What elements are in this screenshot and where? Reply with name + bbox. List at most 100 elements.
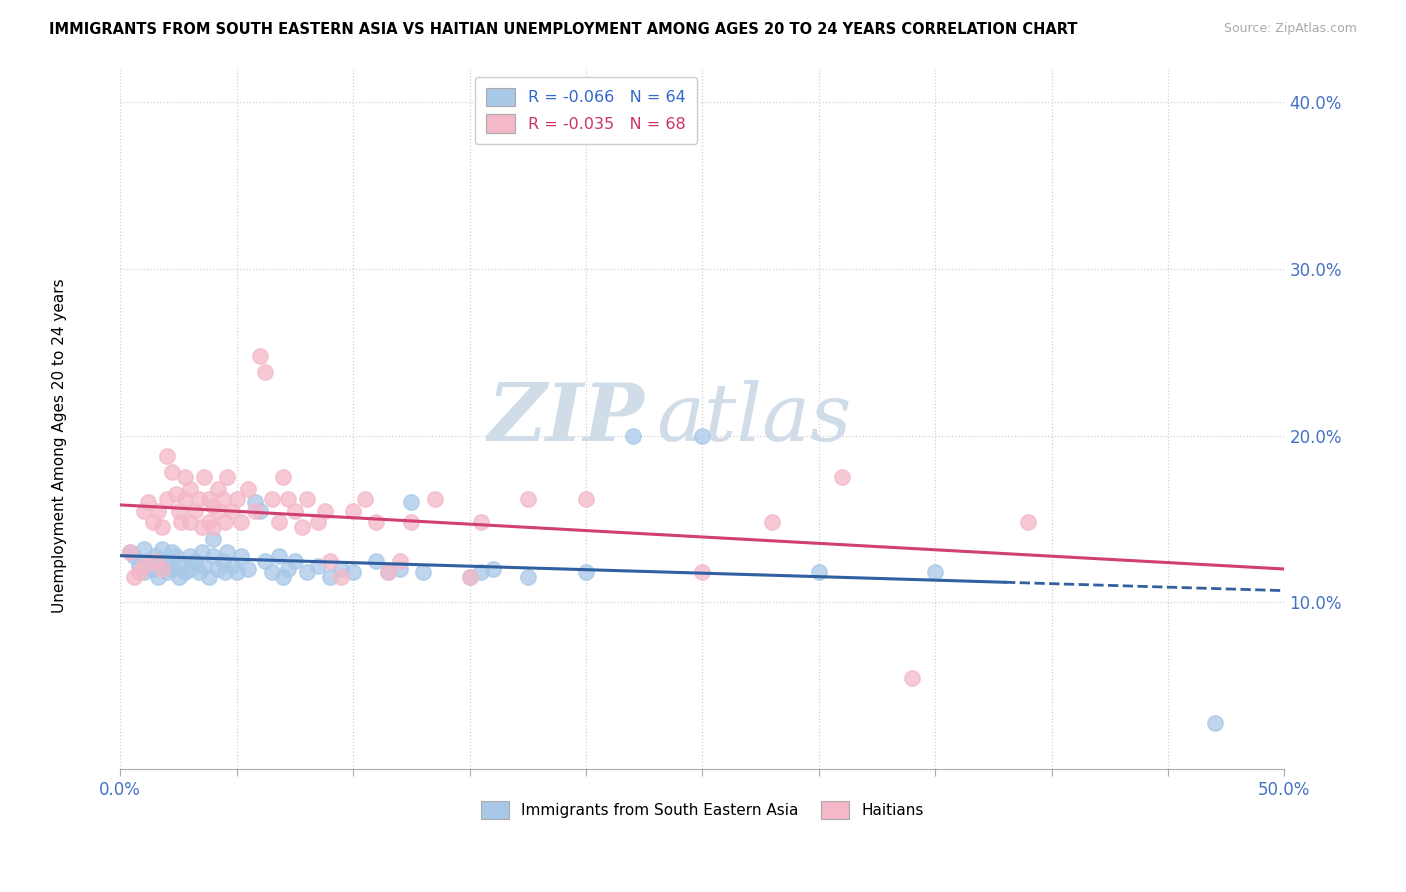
Point bbox=[231, 516, 253, 530]
Point bbox=[225, 566, 247, 580]
Point bbox=[249, 504, 271, 518]
Text: IMMIGRANTS FROM SOUTH EASTERN ASIA VS HAITIAN UNEMPLOYMENT AMONG AGES 20 TO 24 Y: IMMIGRANTS FROM SOUTH EASTERN ASIA VS HA… bbox=[49, 22, 1078, 37]
Point bbox=[314, 504, 336, 518]
Point bbox=[217, 470, 239, 484]
Point bbox=[132, 566, 155, 580]
Point bbox=[516, 491, 538, 506]
Point bbox=[621, 428, 644, 442]
Point bbox=[575, 566, 598, 580]
Point bbox=[202, 549, 225, 563]
Point bbox=[267, 549, 290, 563]
Point bbox=[165, 487, 187, 501]
Point bbox=[150, 520, 173, 534]
Point bbox=[156, 449, 179, 463]
Point bbox=[692, 566, 714, 580]
Point bbox=[146, 504, 169, 518]
Point bbox=[245, 504, 267, 518]
Point bbox=[207, 504, 229, 518]
Point bbox=[761, 516, 783, 530]
Point bbox=[271, 570, 294, 584]
Point bbox=[179, 516, 201, 530]
Point bbox=[831, 470, 853, 484]
Point bbox=[260, 566, 283, 580]
Point bbox=[179, 562, 201, 576]
Point bbox=[150, 542, 173, 557]
Text: Source: ZipAtlas.com: Source: ZipAtlas.com bbox=[1223, 22, 1357, 36]
Point bbox=[284, 554, 307, 568]
Point bbox=[118, 545, 141, 559]
Point bbox=[118, 545, 141, 559]
Point bbox=[401, 495, 423, 509]
Point bbox=[136, 495, 159, 509]
Point bbox=[271, 470, 294, 484]
Point bbox=[167, 570, 190, 584]
Point bbox=[366, 554, 388, 568]
Point bbox=[291, 520, 314, 534]
Point bbox=[249, 349, 271, 363]
Point bbox=[132, 542, 155, 557]
Point bbox=[366, 516, 388, 530]
Point bbox=[458, 570, 481, 584]
Point bbox=[277, 491, 299, 506]
Point bbox=[143, 554, 166, 568]
Point bbox=[388, 554, 411, 568]
Point bbox=[482, 562, 505, 576]
Point bbox=[901, 671, 924, 685]
Point bbox=[401, 516, 423, 530]
Point bbox=[692, 428, 714, 442]
Point bbox=[191, 520, 214, 534]
Point bbox=[458, 570, 481, 584]
Point bbox=[267, 516, 290, 530]
Point bbox=[470, 566, 492, 580]
Point bbox=[160, 545, 183, 559]
Point bbox=[807, 566, 830, 580]
Point bbox=[136, 554, 159, 568]
Point bbox=[128, 566, 150, 580]
Point bbox=[170, 558, 193, 573]
Point bbox=[516, 570, 538, 584]
Text: ZIP: ZIP bbox=[488, 380, 644, 458]
Point bbox=[197, 491, 219, 506]
Point bbox=[202, 520, 225, 534]
Point bbox=[377, 566, 399, 580]
Point bbox=[188, 491, 211, 506]
Point bbox=[277, 562, 299, 576]
Point bbox=[330, 562, 353, 576]
Point bbox=[184, 504, 207, 518]
Point bbox=[167, 504, 190, 518]
Point bbox=[142, 562, 165, 576]
Point bbox=[295, 491, 318, 506]
Point bbox=[319, 570, 342, 584]
Point bbox=[150, 558, 173, 573]
Point bbox=[193, 470, 215, 484]
Point bbox=[156, 491, 179, 506]
Point bbox=[143, 549, 166, 563]
Point bbox=[253, 365, 276, 379]
Point bbox=[231, 549, 253, 563]
Point bbox=[260, 491, 283, 506]
Point bbox=[319, 554, 342, 568]
Point bbox=[342, 504, 364, 518]
Legend: Immigrants from South Eastern Asia, Haitians: Immigrants from South Eastern Asia, Hait… bbox=[475, 795, 929, 825]
Point bbox=[225, 491, 247, 506]
Point bbox=[1017, 516, 1039, 530]
Point bbox=[1204, 715, 1226, 730]
Point bbox=[295, 566, 318, 580]
Point bbox=[423, 491, 446, 506]
Point bbox=[202, 532, 225, 546]
Point bbox=[221, 504, 243, 518]
Point bbox=[156, 554, 179, 568]
Point bbox=[238, 562, 260, 576]
Point bbox=[214, 566, 236, 580]
Text: atlas: atlas bbox=[655, 380, 851, 458]
Point bbox=[165, 549, 187, 563]
Point bbox=[388, 562, 411, 576]
Point bbox=[174, 470, 197, 484]
Point bbox=[412, 566, 434, 580]
Point bbox=[160, 465, 183, 479]
Point bbox=[197, 570, 219, 584]
Point bbox=[174, 566, 197, 580]
Point bbox=[330, 570, 353, 584]
Point bbox=[202, 499, 225, 513]
Point bbox=[238, 482, 260, 496]
